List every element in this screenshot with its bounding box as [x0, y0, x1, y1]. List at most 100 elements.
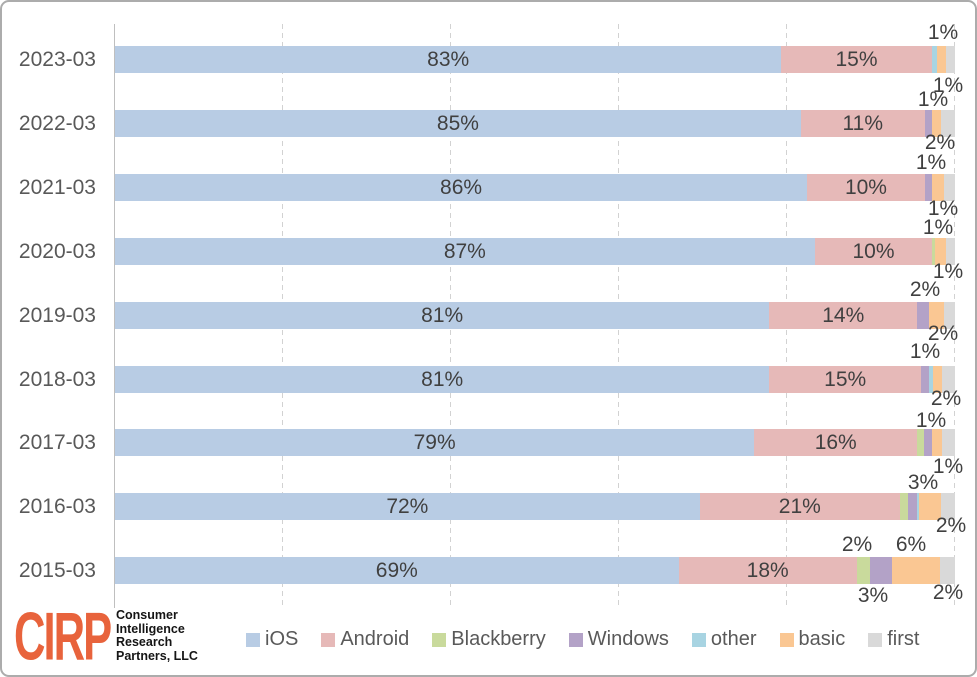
logo-org-line: Research	[116, 635, 173, 649]
callout-label: 1%	[909, 340, 941, 363]
bar-segment-windows	[924, 110, 932, 137]
legend-swatch-icon	[246, 632, 260, 647]
legend-label: Windows	[587, 628, 669, 650]
bar-segment-basic	[931, 110, 941, 137]
legend-label: Blackberry	[451, 628, 546, 650]
bar-segment-first	[944, 174, 955, 201]
bar-segment-blackberry	[856, 557, 870, 584]
callout-label: 2%	[932, 581, 964, 604]
bar-segment-windows	[869, 557, 893, 584]
data-label-ios: 85%	[436, 111, 479, 135]
data-label-ios: 86%	[440, 175, 483, 199]
stacked-bar-2023-03: 83% 15%	[115, 46, 956, 73]
bar-segment-first	[945, 238, 956, 265]
bar-segment-first	[945, 46, 956, 73]
bar-segment-basic	[936, 46, 946, 73]
stacked-bar-2018-03: 81% 15%	[115, 366, 955, 393]
legend-label: iOS	[265, 628, 299, 650]
callout-label: 1%	[915, 151, 947, 174]
bar-segment-blackberry	[917, 429, 924, 456]
legend-swatch-icon	[691, 632, 706, 647]
category-label: 2021-03	[18, 175, 96, 199]
data-label-android: 11%	[842, 111, 884, 135]
bar-segment-first	[940, 110, 955, 137]
data-label-ios: 81%	[421, 367, 464, 391]
bar-segment-other	[916, 493, 919, 520]
bar-segment-other	[928, 366, 934, 393]
callout-label: 1%	[917, 88, 949, 111]
legend-swatch-icon	[868, 632, 883, 647]
data-label-android: 16%	[814, 430, 857, 454]
bar-segment-basic	[892, 557, 940, 584]
stacked-bar-2016-03: 72% 21%	[115, 493, 955, 520]
bar-segment-first	[942, 429, 955, 456]
bar-segment-basic	[931, 429, 943, 456]
legend-item-blackberry: Blackberry	[432, 628, 546, 651]
stacked-bar-2019-03: 81% 14%	[115, 302, 955, 329]
bar-segment-ios: 79%	[115, 429, 755, 456]
callout-label: 2%	[924, 131, 956, 154]
bar-segment-ios: 83%	[115, 46, 782, 73]
bar-segment-android: 10%	[814, 238, 933, 265]
cirp-logo: CIRP Consumer Intelligence Research Part…	[14, 601, 198, 671]
data-label-android: 10%	[844, 175, 887, 199]
stacked-bar-2015-03: 69% 18%	[115, 557, 955, 584]
bar-segment-android: 16%	[754, 429, 918, 456]
data-label-ios: 83%	[427, 47, 470, 71]
legend-label: Android	[340, 628, 410, 650]
data-label-android: 15%	[835, 47, 878, 71]
callout-label: 1%	[922, 216, 954, 239]
bar-segment-basic	[929, 302, 945, 329]
bar-segment-android: 15%	[781, 46, 932, 73]
callout-label: 1%	[927, 197, 959, 220]
bar-segment-basic	[933, 366, 943, 393]
stacked-bar-2022-03: 85% 11%	[115, 110, 955, 137]
bar-segment-ios: 72%	[115, 493, 700, 520]
category-label: 2022-03	[18, 111, 96, 135]
cirp-logo-orgname: Consumer Intelligence Research Partners,…	[116, 608, 198, 663]
bar-segment-windows	[924, 174, 933, 201]
data-label-ios: 72%	[386, 494, 429, 518]
data-label-ios: 69%	[375, 558, 418, 582]
bar-segment-ios: 69%	[115, 557, 679, 584]
stacked-bar-2017-03: 79% 16%	[115, 429, 955, 456]
bar-segment-ios: 81%	[115, 302, 770, 329]
bar-segment-windows	[908, 493, 917, 520]
bar-segment-android: 14%	[769, 302, 918, 329]
bar-segment-basic	[918, 493, 942, 520]
legend-item-first: first	[868, 628, 919, 651]
callout-label: 1%	[927, 21, 959, 44]
legend-label: basic	[798, 628, 846, 650]
legend-label: other	[710, 628, 757, 650]
category-label: 2017-03	[18, 430, 96, 454]
logo-org-line: Partners, LLC	[116, 648, 198, 663]
bar-segment-android: 10%	[807, 174, 925, 201]
category-label: 2020-03	[18, 239, 96, 263]
bar-segment-first	[941, 493, 955, 520]
bar-segment-android: 15%	[769, 366, 921, 393]
legend-swatch-icon	[432, 632, 447, 647]
legend-swatch-icon	[321, 632, 336, 647]
callout-label: 2%	[841, 533, 873, 556]
data-label-android: 10%	[852, 239, 895, 263]
data-label-ios: 87%	[443, 239, 486, 263]
data-label-android: 18%	[746, 558, 789, 582]
callout-label: 2%	[930, 387, 962, 410]
bar-segment-windows	[917, 302, 930, 329]
callout-label: 3%	[857, 584, 889, 607]
data-label-android: 15%	[824, 367, 867, 391]
category-label: 2023-03	[18, 47, 96, 71]
callout-label: 2%	[935, 514, 967, 537]
bar-segment-basic	[935, 238, 946, 265]
callout-label: 2%	[927, 322, 959, 345]
legend-swatch-icon	[568, 632, 583, 647]
bar-segment-windows	[924, 429, 932, 456]
category-label: 2019-03	[18, 303, 96, 327]
callout-label: 1%	[915, 409, 947, 432]
data-label-android: 21%	[778, 494, 821, 518]
legend-item-basic: basic	[779, 628, 846, 651]
bar-segment-first	[939, 557, 955, 584]
category-label: 2015-03	[18, 558, 96, 582]
cirp-logo-wordmark: CIRP	[14, 598, 112, 674]
bar-segment-ios: 85%	[115, 110, 801, 137]
